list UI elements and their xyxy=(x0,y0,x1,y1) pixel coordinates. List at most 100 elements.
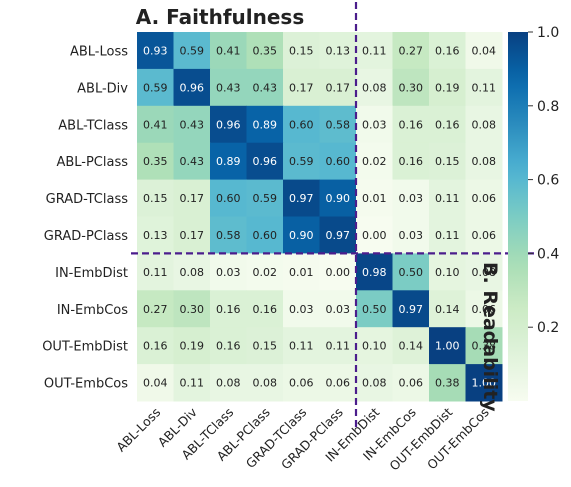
cell-value-label: 0.11 xyxy=(362,44,387,57)
heatmap-cell xyxy=(429,32,466,70)
heatmap-cell xyxy=(210,253,247,291)
heatmap-cell xyxy=(137,179,174,217)
cell-value-label: 0.60 xyxy=(253,229,278,242)
heatmap-cell xyxy=(246,216,284,254)
heatmap-cells: 0.93 0.59 0.41 0.35 0.15 0.13 0.11 0.27 0.16 0.04… xyxy=(137,32,503,402)
heatmap-cell xyxy=(465,216,503,254)
heatmap-cell xyxy=(429,105,466,144)
heatmap-cell xyxy=(465,32,503,70)
cell-value-label: 0.50 xyxy=(399,266,424,279)
heatmap-cell xyxy=(283,68,320,107)
heatmap-cell xyxy=(319,327,357,365)
heatmap-cell xyxy=(319,253,357,291)
cell-value-label: 0.17 xyxy=(180,192,205,205)
heatmap-cell xyxy=(319,68,357,107)
row-label: ABL-Div xyxy=(77,81,128,96)
heatmap-cell xyxy=(429,68,466,107)
heatmap-cell xyxy=(137,364,174,402)
cell-value-label: 0.15 xyxy=(143,192,168,205)
cell-value-label: 0.08 xyxy=(253,377,278,390)
heatmap-cell xyxy=(210,290,247,328)
cell-value-label: 0.97 xyxy=(399,303,424,316)
heatmap-cell xyxy=(173,216,211,254)
cell-value-label: 0.19 xyxy=(180,340,205,353)
heatmap-cell xyxy=(173,32,211,70)
cell-value-label: 0.17 xyxy=(180,229,205,242)
heatmap-cell xyxy=(429,327,466,365)
heatmap-cell xyxy=(429,179,466,217)
cell-value-label: 0.06 xyxy=(472,229,497,242)
heatmap-cell xyxy=(246,32,284,70)
cell-value-label: 0.08 xyxy=(362,81,387,94)
heatmap-cell xyxy=(392,179,430,217)
heatmap-cell xyxy=(356,216,393,254)
cell-value-label: 0.03 xyxy=(362,118,387,131)
cell-value-label: 0.38 xyxy=(472,340,497,353)
row-label: GRAD-PClass xyxy=(44,229,128,244)
cell-value-label: 0.08 xyxy=(216,377,241,390)
heatmap-cell xyxy=(173,179,211,217)
heatmap-cell xyxy=(392,68,430,107)
cell-value-label: 0.17 xyxy=(326,81,351,94)
heatmap-cell xyxy=(465,179,503,217)
heatmap-cell xyxy=(173,290,211,328)
cell-value-label: 0.16 xyxy=(399,155,424,168)
cell-value-label: 0.10 xyxy=(362,340,387,353)
heatmap-cell xyxy=(392,290,430,328)
row-label: OUT-EmbDist xyxy=(42,340,128,355)
cell-value-label: 0.17 xyxy=(289,81,314,94)
heatmap-cell xyxy=(319,179,357,217)
cell-value-label: 0.03 xyxy=(326,303,351,316)
heatmap-cell xyxy=(283,327,320,365)
heatmap-cell xyxy=(246,68,284,107)
cell-value-label: 0.30 xyxy=(180,303,205,316)
cell-value-label: 0.11 xyxy=(326,340,351,353)
cell-value-label: 0.03 xyxy=(289,303,314,316)
cell-value-label: 0.60 xyxy=(216,192,241,205)
heatmap-cell xyxy=(246,179,284,217)
heatmap-cell xyxy=(173,68,211,107)
heatmap-cell xyxy=(356,68,393,107)
colorbar-tick-label: 0.8 xyxy=(537,99,559,115)
heatmap-cell xyxy=(210,32,247,70)
cell-value-label: 0.11 xyxy=(180,377,205,390)
heatmap-cell xyxy=(246,253,284,291)
heatmap-cell xyxy=(319,105,357,144)
cell-value-label: 0.58 xyxy=(326,118,351,131)
side-title: B. Readability xyxy=(479,262,501,412)
cell-value-label: 0.11 xyxy=(472,81,497,94)
colorbar-tick-label: 0.2 xyxy=(537,320,559,336)
cell-value-label: 0.58 xyxy=(216,229,241,242)
cell-value-label: 1.00 xyxy=(435,340,460,353)
cell-value-label: 0.08 xyxy=(472,118,497,131)
heatmap-cell xyxy=(429,290,466,328)
heatmap-cell xyxy=(465,253,503,291)
heatmap-cell xyxy=(210,364,247,402)
heatmap-cell xyxy=(392,253,430,291)
heatmap-cell xyxy=(283,290,320,328)
cell-value-label: 0.27 xyxy=(143,303,168,316)
heatmap-cell xyxy=(137,290,174,328)
heatmap-cell xyxy=(246,105,284,144)
cell-value-label: 0.27 xyxy=(399,44,424,57)
cell-value-label: 0.16 xyxy=(143,340,168,353)
row-labels: ABL-Loss ABL-Div ABL-TClass ABL-PClass GRAD-… xyxy=(42,44,128,391)
cell-value-label: 0.89 xyxy=(216,155,241,168)
heatmap-cell xyxy=(465,68,503,107)
cell-value-label: 0.02 xyxy=(362,155,387,168)
cell-value-label: 0.93 xyxy=(143,44,168,57)
cell-value-label: 0.16 xyxy=(435,44,460,57)
heatmap-cell xyxy=(137,68,174,107)
heatmap-cell xyxy=(173,253,211,291)
heatmap-cell xyxy=(392,32,430,70)
cell-value-label: 0.03 xyxy=(399,229,424,242)
heatmap-cell xyxy=(283,142,320,181)
heatmap-cell xyxy=(137,142,174,181)
heatmap-cell xyxy=(356,327,393,365)
heatmap-cell xyxy=(356,142,393,181)
cell-value-label: 0.13 xyxy=(326,44,351,57)
heatmap-cell xyxy=(319,364,357,402)
cell-value-label: 0.41 xyxy=(216,44,241,57)
heatmap-cell xyxy=(356,364,393,402)
row-label: GRAD-TClass xyxy=(46,192,129,207)
